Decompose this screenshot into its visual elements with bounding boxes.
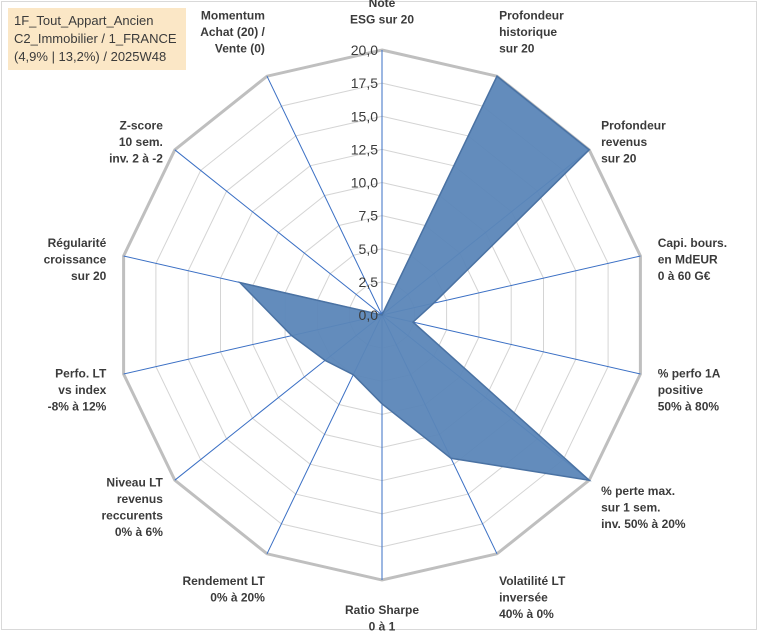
axis-label: sur 20: [499, 42, 535, 56]
axis-label: positive: [658, 383, 704, 397]
axis-label: Volatilité LT: [499, 574, 566, 588]
axis-label: ESG sur 20: [350, 13, 414, 27]
axis-label: Capi. bours.: [658, 236, 727, 250]
axis-label: % perfo 1A: [658, 366, 721, 380]
axis-label: Profondeur: [499, 9, 564, 23]
series-area: [237, 75, 592, 482]
tick-label: 5,0: [359, 241, 379, 257]
axis-label: % perte max.: [601, 484, 675, 498]
chart-title-box: 1F_Tout_Appart_Ancien C2_Immobilier / 1_…: [8, 8, 186, 70]
axis-label: Rendement LT: [182, 574, 265, 588]
axis-label: 0% à 20%: [210, 591, 265, 605]
axis-label: Z-score: [120, 119, 164, 133]
axis-label: 50% à 80%: [658, 399, 720, 413]
axis-label: revenus: [117, 492, 163, 506]
axis-label: inv. 2 à -2: [109, 152, 163, 166]
title-line-1: 1F_Tout_Appart_Ancien: [14, 13, 154, 28]
axis-label: Momentum: [201, 9, 265, 23]
axis-label: revenus: [601, 135, 647, 149]
tick-label: 12,5: [351, 141, 378, 157]
axis-label: historique: [499, 25, 557, 39]
axis-label: Niveau LT: [106, 476, 163, 490]
axis-label: 40% à 0%: [499, 607, 554, 621]
axis-label: 0% à 6%: [115, 525, 163, 539]
axis-label: Perfo. LT: [55, 366, 107, 380]
axis-label: inversée: [499, 591, 548, 605]
axis-label: vs index: [58, 383, 106, 397]
tick-label: 15,0: [351, 108, 378, 124]
axis-label: reccurents: [102, 509, 164, 523]
axis-label: sur 20: [601, 152, 637, 166]
axis-label: 10 sem.: [119, 135, 163, 149]
tick-label: 20,0: [351, 42, 378, 58]
tick-layer: 0,0 2,5 5,0 7,5 10,0 12,5 15,0 17,5 20,0: [351, 42, 378, 323]
axis-label: Vente (0): [215, 42, 265, 56]
tick-label: 0,0: [359, 307, 379, 323]
axis-label: inv. 50% à 20%: [601, 517, 686, 531]
title-line-3: (4,9% | 13,2%) / 2025W48: [14, 49, 167, 64]
axis-label: sur 20: [71, 269, 107, 283]
axis-label: Achat (20) /: [200, 25, 265, 39]
series-layer: [237, 75, 592, 482]
axis-label: Régularité: [48, 236, 107, 250]
axis-label: Ratio Sharpe: [345, 603, 419, 617]
axis-label: 0 à 60 G€: [658, 269, 711, 283]
axis-line: [381, 314, 641, 375]
axis-label: Note: [369, 0, 396, 10]
tick-label: 7,5: [359, 208, 379, 224]
tick-label: 10,0: [351, 175, 378, 191]
axis-label: 0 à 1: [369, 620, 396, 633]
axis-label: Profondeur: [601, 119, 666, 133]
axis-label: -8% à 12%: [48, 399, 107, 413]
label-layer: Note ESG sur 20 Profondeur historique sur 20…: [44, 0, 727, 633]
tick-label: 17,5: [351, 75, 378, 91]
axis-line: [174, 149, 383, 316]
axis-line: [266, 75, 383, 316]
tick-label: 2,5: [359, 274, 379, 290]
axis-label: sur 1 sem.: [601, 500, 660, 514]
title-line-2: C2_Immobilier / 1_FRANCE: [14, 31, 177, 46]
axis-label: en MdEUR: [658, 253, 718, 267]
axis-label: croissance: [44, 253, 107, 267]
